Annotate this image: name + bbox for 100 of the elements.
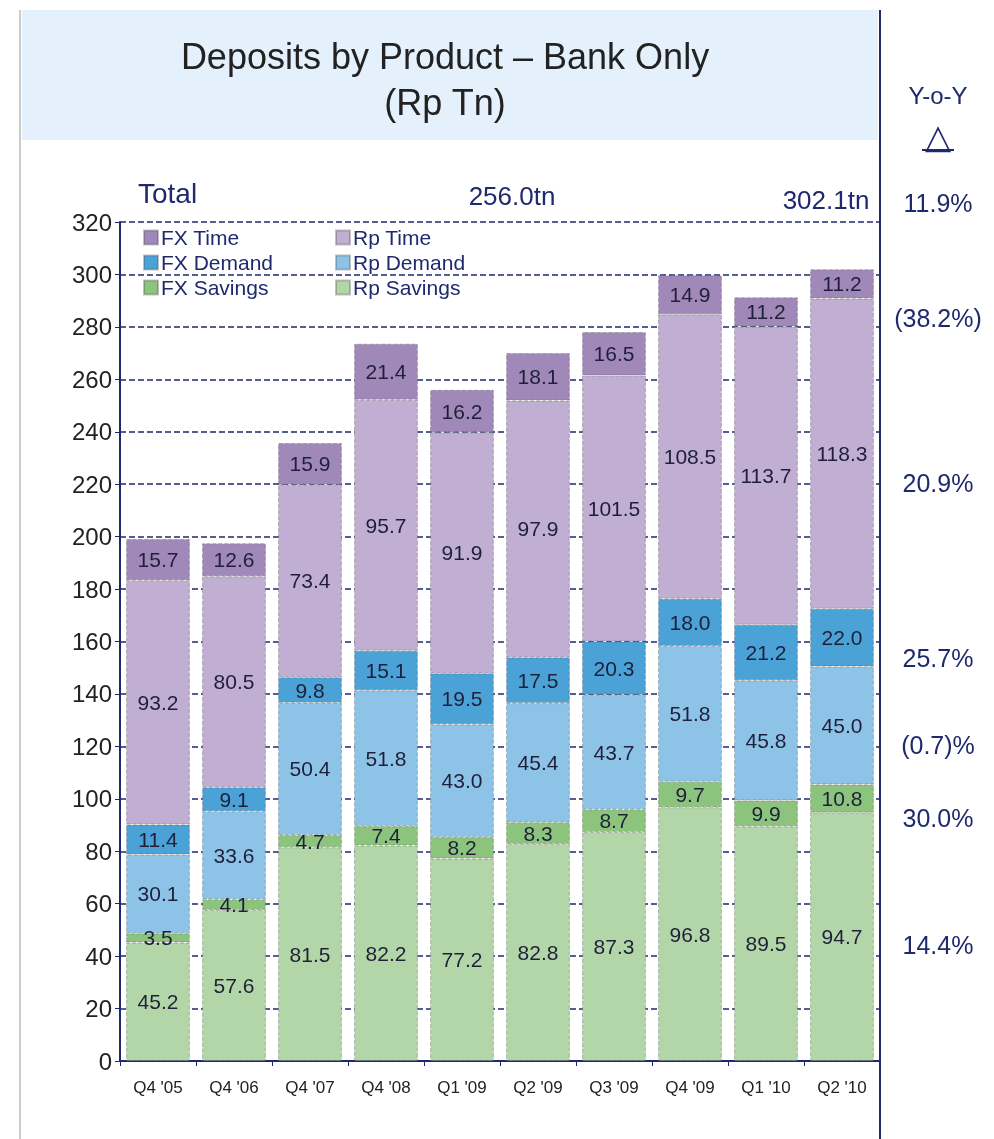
data-label: 33.6 [213, 843, 255, 867]
data-label: 82.2 [365, 941, 407, 965]
data-label: 11.2 [746, 300, 786, 324]
data-label: 20.3 [593, 656, 635, 680]
data-label: 82.8 [517, 940, 559, 964]
data-label: 51.8 [365, 746, 407, 770]
y-tick-label: 0 [98, 1047, 112, 1075]
data-label: 94.7 [821, 925, 863, 949]
data-label: 22.0 [821, 626, 863, 650]
text: (38.2%) [894, 304, 982, 332]
data-label: 18.0 [669, 610, 711, 634]
data-label: 18.1 [517, 365, 559, 389]
y-tick-label: 100 [71, 785, 112, 813]
text: 30.0% [902, 804, 974, 832]
data-label: 95.7 [365, 513, 407, 537]
data-label: 4.1 [219, 893, 249, 917]
data-label: 16.5 [593, 342, 635, 366]
x-tick-label: Q1 '09 [437, 1078, 487, 1097]
data-label: 16.2 [441, 399, 483, 423]
data-label: 96.8 [669, 922, 711, 946]
data-label: 10.8 [821, 787, 863, 811]
x-tick-label: Q4 '09 [665, 1078, 715, 1097]
x-tick-label: Q4 '05 [133, 1078, 183, 1097]
data-label: 15.1 [365, 658, 407, 682]
data-label: 9.9 [751, 801, 781, 825]
text: (0.7)% [901, 731, 975, 759]
x-tick-label: Q4 '06 [209, 1078, 259, 1097]
data-label: 3.5 [143, 926, 173, 950]
data-label: 101.5 [587, 496, 641, 520]
data-label: 73.4 [289, 569, 331, 593]
y-tick-label: 40 [85, 942, 112, 970]
data-label: 97.9 [517, 517, 559, 541]
data-label: 15.7 [137, 548, 179, 572]
data-label: 93.2 [137, 690, 179, 714]
text: Y-o-Y [908, 81, 968, 109]
data-label: 91.9 [441, 541, 483, 565]
text: 25.7% [902, 644, 974, 672]
data-label: 11.2 [822, 272, 862, 296]
y-tick-label: 240 [71, 418, 112, 446]
data-label: 8.2 [447, 836, 477, 860]
x-tick-label: Q4 '08 [361, 1078, 411, 1097]
data-label: 89.5 [745, 932, 787, 956]
data-label: 7.4 [371, 824, 401, 848]
x-tick-label: Q1 '10 [741, 1078, 791, 1097]
legend-label: Rp Savings [353, 276, 461, 299]
legend-label: Rp Time [353, 226, 432, 249]
data-label: 45.8 [745, 728, 787, 752]
data-label: 80.5 [213, 670, 255, 694]
data-label: 118.3 [816, 442, 868, 466]
y-tick-label: 140 [71, 680, 112, 708]
legend-label: FX Demand [161, 251, 274, 274]
y-tick-label: 260 [71, 365, 112, 393]
text: 20.9% [902, 469, 974, 497]
data-label: 108.5 [663, 445, 717, 469]
data-label: 8.7 [599, 809, 629, 833]
data-label: 45.0 [821, 713, 863, 737]
legend-label: Rp Demand [353, 251, 466, 274]
x-tick-label: Q2 '10 [817, 1078, 867, 1097]
data-label: 51.8 [669, 702, 711, 726]
y-tick-label: 280 [71, 313, 112, 341]
y-tick-label: 120 [71, 732, 112, 760]
y-tick-label: 300 [71, 260, 112, 288]
x-tick-label: Q2 '09 [513, 1078, 563, 1097]
y-tick-label: 200 [71, 523, 112, 551]
data-label: 43.0 [441, 769, 483, 793]
data-label: 4.7 [295, 829, 325, 853]
data-label: 87.3 [593, 935, 635, 959]
data-label: 77.2 [441, 948, 483, 972]
x-tick-label: Q4 '07 [285, 1078, 335, 1097]
data-label: 30.1 [137, 882, 179, 906]
y-tick-label: 220 [71, 470, 112, 498]
data-label: 21.2 [745, 641, 787, 665]
x-tick-label: Q3 '09 [589, 1078, 639, 1097]
data-label: 12.6 [213, 548, 255, 572]
y-tick-label: 180 [71, 575, 112, 603]
y-tick-label: 160 [71, 628, 112, 655]
legend-label: FX Savings [161, 276, 269, 299]
data-label: 17.5 [517, 668, 559, 692]
data-label: 45.4 [517, 751, 559, 775]
data-label: 14.9 [669, 283, 711, 307]
data-label: 57.6 [213, 973, 255, 997]
text: 302.1tn [782, 185, 870, 215]
data-label: 9.7 [675, 782, 705, 806]
chart-title: Deposits by Product – Bank Only (Rp Tn) [180, 35, 710, 123]
data-label: 21.4 [365, 360, 407, 384]
data-label: 9.8 [295, 678, 325, 702]
text: 11.9% [903, 189, 973, 217]
text: Total [138, 177, 198, 209]
data-label: 9.1 [219, 787, 249, 811]
data-label: 81.5 [289, 942, 331, 966]
data-label: 15.9 [289, 452, 331, 476]
data-label: 45.2 [137, 990, 179, 1014]
data-label: 43.7 [593, 740, 635, 764]
y-tick-label: 80 [85, 837, 112, 865]
data-label: 50.4 [289, 757, 331, 781]
data-label: 8.3 [523, 821, 553, 845]
legend-label: FX Time [161, 226, 240, 249]
y-tick-label: 20 [85, 995, 112, 1023]
data-label: 11.4 [138, 827, 178, 851]
text: 256.0tn [468, 181, 556, 211]
